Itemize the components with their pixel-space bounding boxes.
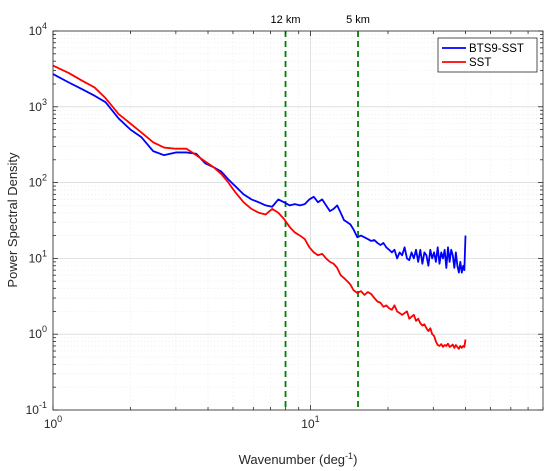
axes-box — [52, 30, 544, 411]
grid-layer — [52, 30, 544, 411]
y-tick-label: 102 — [29, 173, 47, 190]
y-axis-label: Power Spectral Density — [5, 152, 20, 288]
vline-label-12km: 12 km — [271, 14, 301, 26]
x-tick-label: 100 — [44, 414, 62, 431]
legend: BTS9-SST SST — [437, 37, 538, 73]
legend-label-bts9-sst: BTS9-SST — [469, 43, 524, 55]
vertical-lines-layer: 12 km 5 km — [271, 14, 370, 410]
y-tick-label: 104 — [29, 21, 47, 38]
series-layer — [52, 64, 467, 350]
legend-box — [437, 37, 538, 73]
y-tick-label: 103 — [29, 97, 47, 114]
y-tick-label: 101 — [29, 248, 47, 265]
y-tick-label: 10-1 — [26, 400, 47, 417]
plot-area — [53, 31, 543, 410]
x-axis-label: Wavenumber (deg-1) — [239, 451, 358, 467]
vline-label-5km: 5 km — [346, 14, 370, 26]
legend-label-sst: SST — [469, 57, 491, 69]
series-line-sst — [52, 64, 467, 350]
x-tick-label: 101 — [301, 414, 319, 431]
y-tick-label: 100 — [29, 324, 47, 341]
series-line-bts9-sst — [52, 73, 467, 274]
axes-frame-layer — [52, 30, 544, 411]
